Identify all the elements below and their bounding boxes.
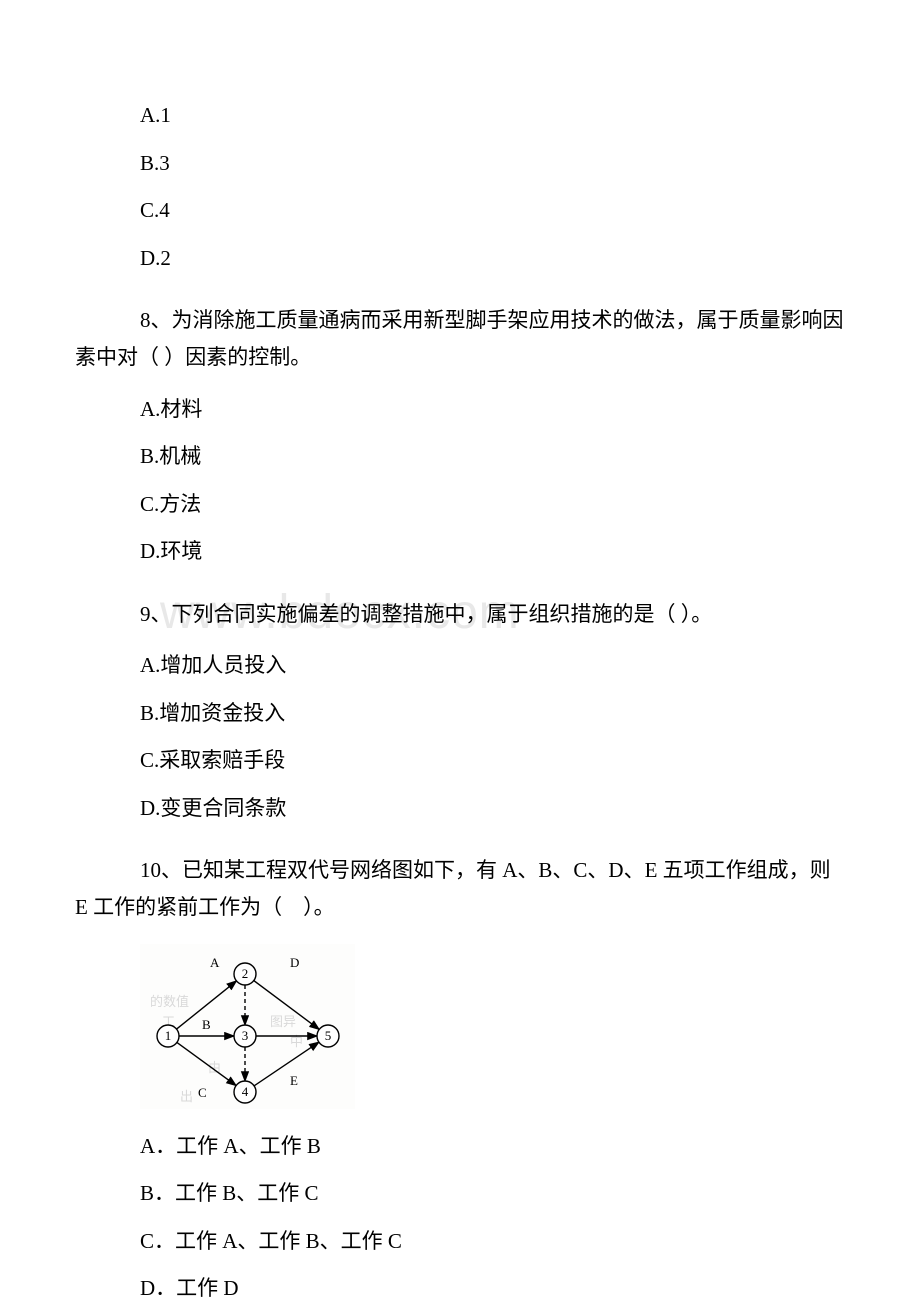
svg-text:B: B bbox=[202, 1017, 211, 1032]
q8-option-c: C.方法 bbox=[140, 489, 845, 521]
q10-network-diagram: 的数值工图异工中由出ABCDE12345 bbox=[140, 944, 845, 1109]
svg-text:图异: 图异 bbox=[270, 1014, 296, 1029]
q8-option-b: B.机械 bbox=[140, 441, 845, 473]
page-content: A.1 B.3 C.4 D.2 8、为消除施工质量通病而采用新型脚手架应用技术的… bbox=[75, 100, 845, 1305]
svg-text:4: 4 bbox=[242, 1084, 249, 1099]
svg-text:的数值: 的数值 bbox=[150, 994, 189, 1009]
q8-options: A.材料 B.机械 C.方法 D.环境 bbox=[140, 394, 845, 568]
q9-option-c: C.采取索赔手段 bbox=[140, 745, 845, 777]
q7-option-b: B.3 bbox=[140, 148, 845, 180]
q9-option-a: A.增加人员投入 bbox=[140, 650, 845, 682]
q7-option-c: C.4 bbox=[140, 195, 845, 227]
q8-option-d: D.环境 bbox=[140, 536, 845, 568]
q10-option-b: B．工作 B、工作 C bbox=[140, 1178, 845, 1210]
svg-text:5: 5 bbox=[325, 1028, 332, 1043]
svg-text:D: D bbox=[290, 955, 299, 970]
svg-text:2: 2 bbox=[242, 966, 249, 981]
svg-text:出: 出 bbox=[180, 1089, 193, 1104]
q10-option-d: D．工作 D bbox=[140, 1273, 845, 1305]
svg-text:1: 1 bbox=[165, 1028, 172, 1043]
q8-text: 8、为消除施工质量通病而采用新型脚手架应用技术的做法，属于质量影响因素中对（ ）… bbox=[75, 302, 845, 376]
svg-text:E: E bbox=[290, 1073, 298, 1088]
q7-option-a: A.1 bbox=[140, 100, 845, 132]
q10-options: A．工作 A、工作 B B．工作 B、工作 C C．工作 A、工作 B、工作 C… bbox=[140, 1131, 845, 1305]
q7-option-d: D.2 bbox=[140, 243, 845, 275]
q9-text: 9、下列合同实施偏差的调整措施中，属于组织措施的是（ ）。 bbox=[140, 596, 845, 633]
svg-text:C: C bbox=[198, 1085, 207, 1100]
q10-option-a: A．工作 A、工作 B bbox=[140, 1131, 845, 1163]
network-svg: 的数值工图异工中由出ABCDE12345 bbox=[140, 944, 355, 1109]
svg-text:3: 3 bbox=[242, 1028, 249, 1043]
q10-text: 10、已知某工程双代号网络图如下，有 A、B、C、D、E 五项工作组成，则 E … bbox=[75, 852, 845, 926]
q9-options: A.增加人员投入 B.增加资金投入 C.采取索赔手段 D.变更合同条款 bbox=[140, 650, 845, 824]
q9-option-d: D.变更合同条款 bbox=[140, 793, 845, 825]
svg-text:A: A bbox=[210, 955, 220, 970]
q7-options: A.1 B.3 C.4 D.2 bbox=[140, 100, 845, 274]
q9-option-b: B.增加资金投入 bbox=[140, 698, 845, 730]
q10-option-c: C．工作 A、工作 B、工作 C bbox=[140, 1226, 845, 1258]
q8-option-a: A.材料 bbox=[140, 394, 845, 426]
